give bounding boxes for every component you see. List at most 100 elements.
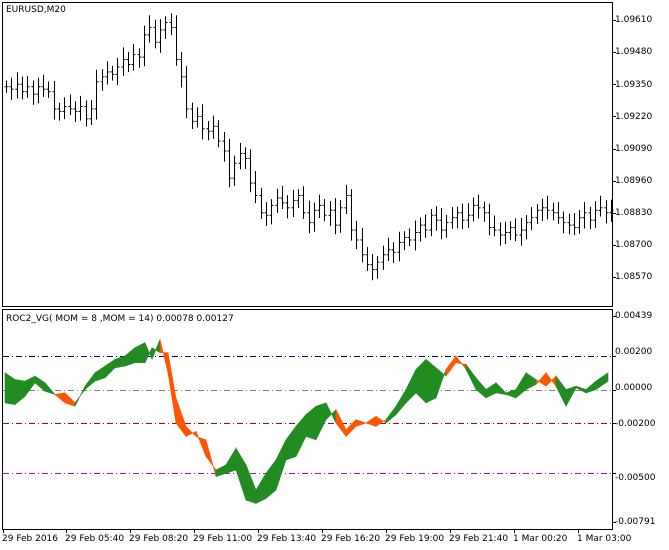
indicator-band-segment [375, 415, 387, 427]
indicator-band-segment [84, 371, 96, 391]
indicator-band-segment [34, 375, 46, 392]
price-bar [609, 199, 614, 222]
indicator-band-segment [205, 439, 217, 477]
indicator-tick-label: -0.00500 [615, 473, 656, 483]
price-bar [158, 19, 163, 53]
indicator-band-segment [285, 425, 297, 461]
price-bar [375, 255, 380, 279]
price-bar [211, 115, 216, 139]
indicator-band-segment [365, 415, 377, 427]
price-bar [524, 214, 529, 240]
price-bar [492, 215, 497, 237]
price-bar [46, 81, 51, 98]
price-bar [307, 200, 312, 234]
price-bar [487, 203, 492, 236]
price-bar [41, 74, 46, 97]
price-bar [588, 206, 593, 230]
price-bar [206, 121, 211, 141]
indicator-band-segment [445, 355, 457, 378]
indicator-band-segment [595, 372, 609, 391]
time-tick-label: 29 Feb 19:00 [385, 534, 445, 544]
indicator-band-segment [465, 363, 477, 390]
indicator-band-segment [265, 458, 277, 500]
price-tick-label: 1.09090 [615, 144, 653, 154]
indicator-band-segment [415, 358, 427, 404]
price-bar [296, 189, 301, 209]
price-bar [471, 197, 476, 222]
indicator-band-segment [425, 358, 437, 404]
price-bar [89, 99, 94, 126]
price-bar [508, 221, 513, 241]
price-bar [519, 217, 524, 246]
price-bar [338, 200, 343, 233]
indicator-band-segment [195, 431, 207, 457]
indicator-band-segment [545, 371, 557, 388]
price-bar [126, 51, 131, 73]
price-bar [561, 211, 566, 234]
price-bar [243, 147, 248, 170]
price-bar [322, 199, 327, 222]
price-bar [317, 194, 322, 218]
price-bar [121, 47, 126, 77]
indicator-label: ROC2_VG( MOM = 8 ,MOM = 14) 0.00078 0.00… [6, 314, 234, 324]
indicator-band-segment [114, 355, 126, 369]
price-bar [147, 15, 152, 43]
indicator-band-segment [245, 464, 257, 504]
price-bar [68, 94, 73, 116]
price-bar [195, 107, 200, 128]
indicator-band-segment [134, 342, 146, 364]
indicator-band-segment [515, 371, 527, 399]
time-tick-label: 29 Feb 11:00 [193, 534, 253, 544]
price-bar [20, 76, 25, 100]
indicator-band-segment [585, 380, 597, 394]
price-bar [333, 198, 338, 235]
price-tick-label: 1.09480 [615, 47, 653, 57]
indicator-band-segment [385, 405, 397, 424]
price-bar [264, 202, 269, 226]
indicator-tick-label: -0.00791 [615, 517, 656, 527]
indicator-band-segment [395, 388, 407, 416]
price-bar [25, 76, 30, 98]
price-bar [593, 201, 598, 228]
price-bar [15, 72, 20, 99]
price-bar [604, 200, 609, 224]
price-bar [455, 206, 460, 229]
price-bars [4, 13, 614, 281]
price-bar [397, 231, 402, 262]
price-bar [312, 202, 317, 232]
indicator-band-segment [54, 392, 66, 404]
price-bar [253, 170, 258, 204]
price-bar [482, 201, 487, 222]
indicator-band-segment [44, 381, 56, 396]
price-bar [413, 220, 418, 251]
price-bar [391, 242, 396, 263]
indicator-band-segment [167, 352, 177, 424]
price-bar [163, 16, 168, 40]
indicator-band-segment [24, 375, 36, 398]
price-bar [349, 189, 354, 241]
price-bar [328, 201, 333, 226]
price-bar [222, 131, 227, 162]
price-bar [259, 187, 264, 219]
price-bar [248, 149, 253, 193]
price-bar [598, 195, 603, 217]
indicator-band-segment [485, 382, 497, 399]
indicator-band-segment [94, 365, 106, 382]
price-bar [567, 213, 572, 235]
indicator-band-segment [305, 405, 317, 441]
indicator-band-segment [235, 447, 247, 501]
indicator-tick-label: 0.00000 [615, 383, 653, 393]
price-bar [153, 19, 158, 49]
indicator-band-segment [255, 472, 267, 504]
time-tick-label: 1 Mar 03:00 [577, 534, 632, 544]
indicator-band-segment [4, 372, 16, 405]
price-bar [418, 217, 423, 242]
indicator-band-segment [225, 447, 237, 474]
price-bar [142, 25, 147, 67]
price-bar [52, 81, 57, 120]
indicator-band-segment [325, 402, 337, 424]
price-bar [200, 104, 205, 140]
indicator-band-segment [355, 419, 367, 427]
price-bar [556, 202, 561, 224]
